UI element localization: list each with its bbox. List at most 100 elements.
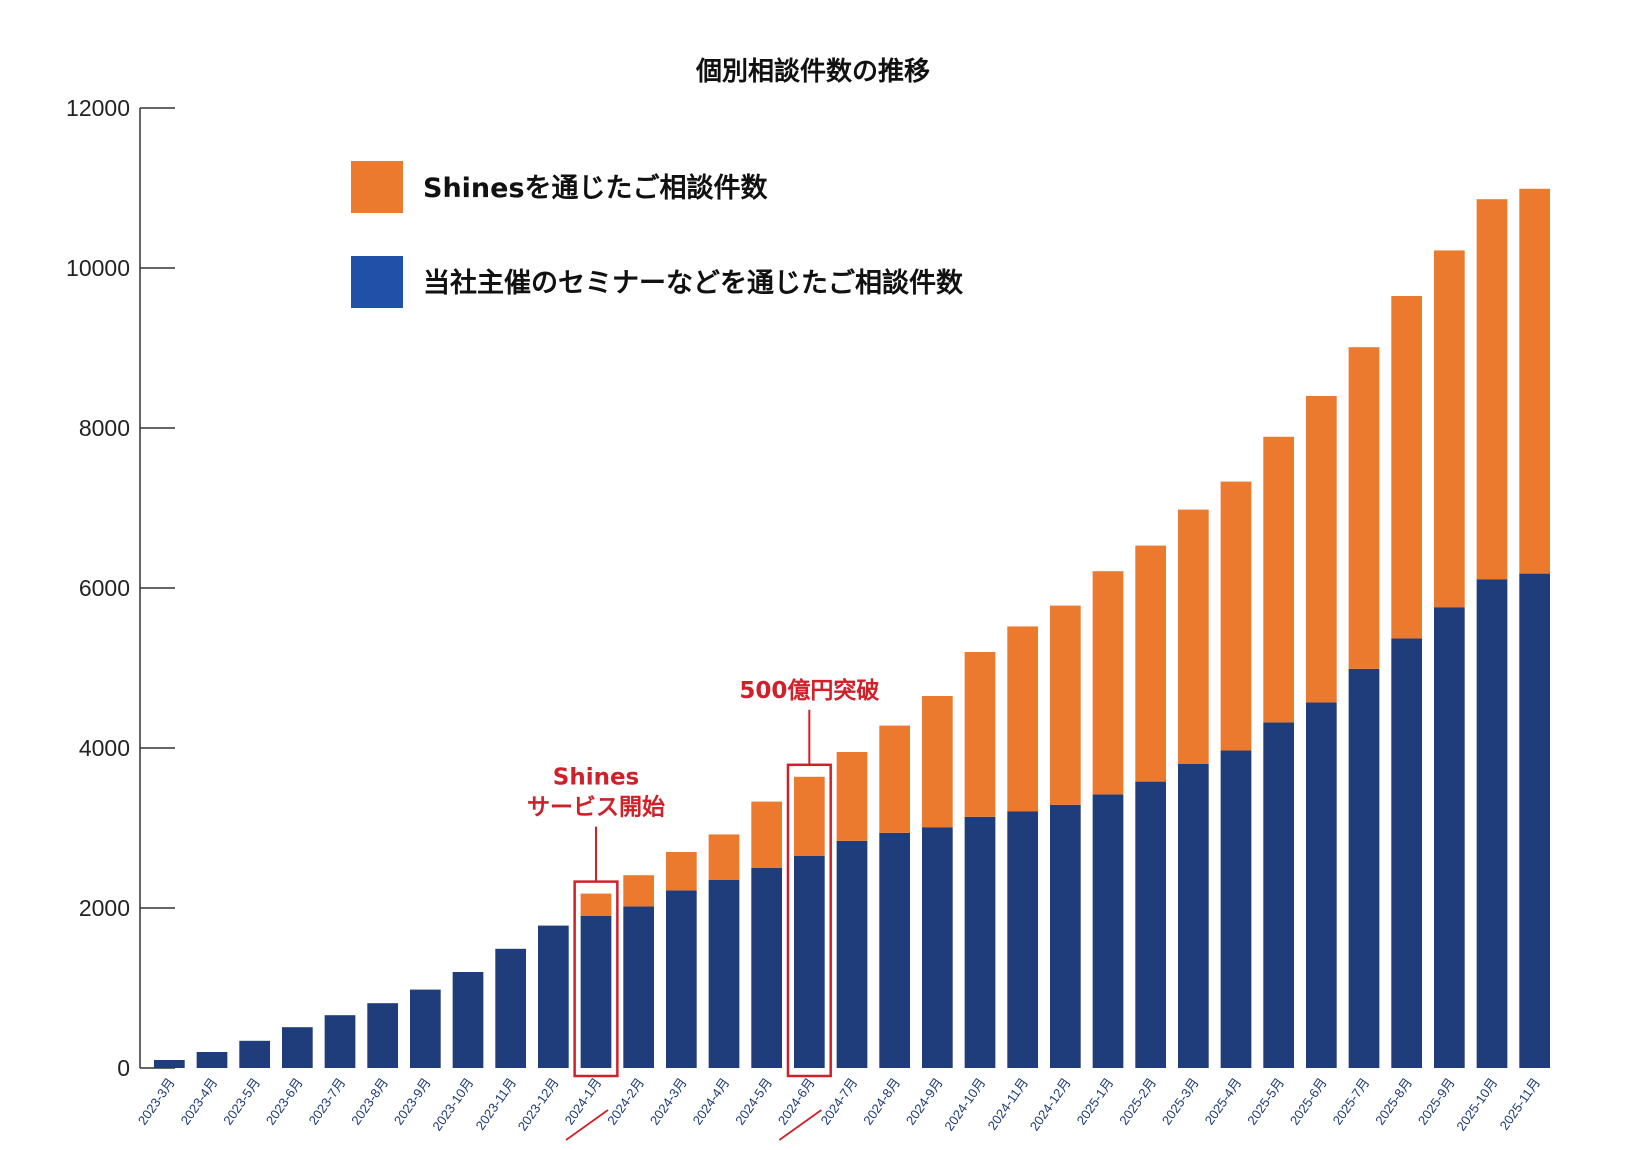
bar-shines xyxy=(1348,347,1380,669)
y-tick-label: 8000 xyxy=(79,415,130,441)
bar-shines xyxy=(1007,626,1039,812)
x-tick-label: 2023-8月 xyxy=(348,1075,391,1127)
bar-seminar xyxy=(879,832,911,1068)
bar-seminar xyxy=(281,1027,313,1068)
x-tick-label: 2025-7月 xyxy=(1329,1075,1372,1127)
legend-swatch-shines xyxy=(351,161,403,213)
bar-shines xyxy=(793,776,825,856)
x-tick-label: 2025-6月 xyxy=(1287,1075,1330,1127)
bar-shines xyxy=(1092,571,1124,795)
bar-shines xyxy=(1177,509,1209,764)
bar-seminar xyxy=(1433,607,1465,1068)
annotation-tick-underline xyxy=(778,1109,822,1141)
x-tick-label: 2023-9月 xyxy=(391,1075,434,1127)
bar-seminar xyxy=(409,989,441,1068)
bar-seminar xyxy=(1263,722,1295,1068)
x-tick-label: 2023-4月 xyxy=(177,1075,220,1127)
bar-shines xyxy=(836,752,868,841)
bar-seminar xyxy=(708,880,740,1068)
x-tick-label: 2024-6月 xyxy=(775,1075,818,1127)
y-tick-label: 10000 xyxy=(66,255,130,281)
bar-seminar xyxy=(1305,702,1337,1068)
x-axis-ticks: 2023-3月 2023-4月 2023-5月 2023-6月 2023-7月 2023-… xyxy=(135,1075,1543,1133)
bar-seminar xyxy=(1348,668,1380,1068)
bars xyxy=(153,188,1551,1068)
x-tick-label: 2025-10月 xyxy=(1453,1075,1500,1133)
bar-seminar xyxy=(580,916,612,1068)
legend-label-seminar: 当社主催のセミナーなどを通じたご相談件数 xyxy=(423,267,964,299)
bar-seminar xyxy=(324,1015,356,1068)
bar-seminar xyxy=(751,868,783,1068)
x-tick-label: 2025-1月 xyxy=(1073,1075,1116,1127)
bar-shines xyxy=(1263,436,1295,723)
x-tick-label: 2023-3月 xyxy=(135,1075,178,1127)
bar-seminar xyxy=(665,890,697,1068)
bar-seminar xyxy=(921,827,953,1068)
x-tick-label: 2025-8月 xyxy=(1372,1075,1415,1127)
y-tick-label: 0 xyxy=(117,1055,130,1081)
x-tick-label: 2024-11月 xyxy=(985,1075,1032,1133)
bar-seminar xyxy=(1092,794,1124,1068)
x-tick-label: 2024-2月 xyxy=(604,1075,647,1127)
legend-swatch-seminar xyxy=(351,256,403,308)
annotation-label: 500億円突破 xyxy=(739,677,879,704)
x-tick-label: 2024-7月 xyxy=(817,1075,860,1127)
x-tick-label: 2025-4月 xyxy=(1201,1075,1244,1127)
bar-seminar xyxy=(153,1060,185,1068)
legend-label-shines: Shinesを通じたご相談件数 xyxy=(423,172,769,204)
annotations: Shines サービス開始 500億円突破 xyxy=(527,677,879,1141)
bar-shines xyxy=(708,834,740,880)
x-tick-label: 2025-11月 xyxy=(1497,1075,1544,1133)
x-tick-label: 2023-7月 xyxy=(305,1075,348,1127)
x-tick-label: 2025-9月 xyxy=(1415,1075,1458,1127)
bar-seminar xyxy=(623,906,655,1068)
bar-seminar xyxy=(1135,781,1167,1068)
bar-seminar xyxy=(196,1052,228,1068)
bar-shines xyxy=(1220,481,1252,751)
x-tick-label: 2025-2月 xyxy=(1116,1075,1159,1127)
legend: Shinesを通じたご相談件数 当社主催のセミナーなどを通じたご相談件数 xyxy=(351,161,964,308)
bar-seminar xyxy=(836,840,868,1068)
bar-seminar xyxy=(1177,764,1209,1068)
x-tick-label: 2023-5月 xyxy=(220,1075,263,1127)
y-axis-ticks: 0 2000 4000 6000 8000 10000 12000 xyxy=(66,95,175,1081)
bar-seminar xyxy=(367,1003,399,1068)
annotation-tick-underline xyxy=(565,1109,609,1141)
bar-shines xyxy=(879,725,911,833)
y-tick-label: 12000 xyxy=(66,95,130,121)
bar-shines xyxy=(1519,188,1551,574)
bar-shines xyxy=(623,875,655,907)
bar-shines xyxy=(1391,296,1423,639)
x-tick-label: 2025-5月 xyxy=(1244,1075,1287,1127)
bar-seminar xyxy=(239,1040,271,1068)
bar-seminar xyxy=(1476,579,1508,1068)
x-tick-label: 2024-4月 xyxy=(689,1075,732,1127)
bar-shines xyxy=(964,652,996,817)
x-tick-label: 2023-12月 xyxy=(515,1075,562,1133)
bar-shines xyxy=(751,801,783,868)
x-tick-label: 2023-11月 xyxy=(473,1075,520,1133)
y-tick-label: 6000 xyxy=(79,575,130,601)
y-tick-label: 4000 xyxy=(79,735,130,761)
bar-seminar xyxy=(452,972,484,1068)
bar-seminar xyxy=(1007,811,1039,1068)
bar-shines xyxy=(665,852,697,891)
bar-shines xyxy=(1135,545,1167,782)
x-tick-label: 2024-3月 xyxy=(647,1075,690,1127)
x-tick-label: 2024-5月 xyxy=(732,1075,775,1127)
bar-shines xyxy=(1476,199,1508,580)
annotation-label: Shines xyxy=(553,765,640,791)
chart-title: 個別相談件数の推移 xyxy=(695,56,930,87)
x-tick-label: 2024-1月 xyxy=(561,1075,604,1127)
bar-seminar xyxy=(793,856,825,1068)
bar-shines xyxy=(580,893,612,916)
x-tick-label: 2023-10月 xyxy=(429,1075,476,1133)
x-tick-label: 2024-9月 xyxy=(903,1075,946,1127)
y-tick-label: 2000 xyxy=(79,895,130,921)
x-tick-label: 2024-12月 xyxy=(1027,1075,1074,1133)
bar-seminar xyxy=(1519,573,1551,1068)
annotation-label: サービス開始 xyxy=(527,794,665,821)
x-tick-label: 2024-8月 xyxy=(860,1075,903,1127)
bar-seminar xyxy=(537,925,569,1068)
